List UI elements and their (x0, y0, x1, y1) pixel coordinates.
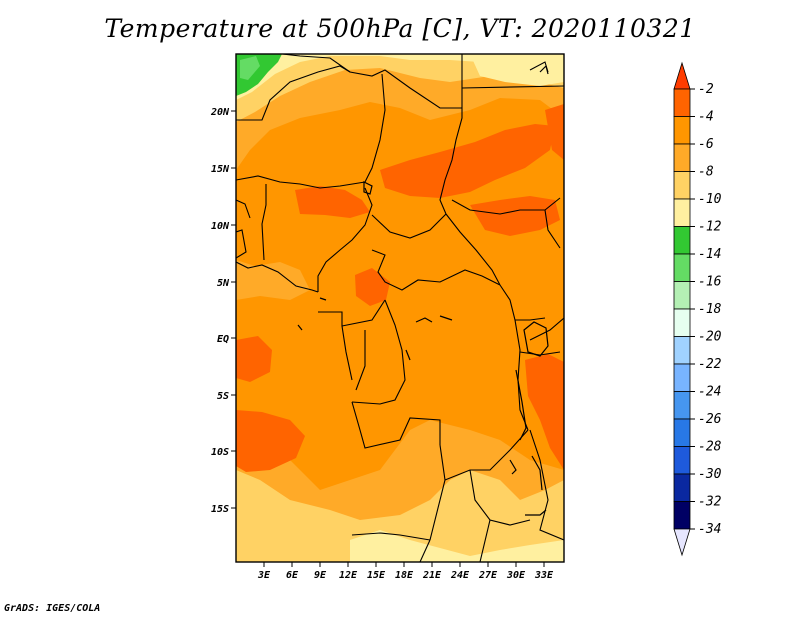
colorbar-under-triangle (673, 528, 691, 557)
lakes-and-islands (297, 64, 549, 516)
colorbar-label: -14 (698, 247, 721, 262)
colorbar-swatch (673, 336, 691, 365)
colorbar-swatch (673, 143, 691, 172)
colorbar-label: -26 (698, 412, 722, 427)
lon-label: 12E (339, 570, 358, 581)
colorbar-swatch (673, 473, 691, 502)
lat-label: EQ (217, 334, 229, 345)
lat-label: 10N (211, 221, 230, 232)
temperature-field (236, 54, 564, 562)
colorbar-swatch (673, 391, 691, 420)
colorbar: -2 -4 -6 -8 -10 -12 -14 -16 -18 -20 -22 -24 -26 -28 -3… (673, 61, 722, 557)
colorbar-label: -28 (698, 440, 722, 455)
colorbar-label: -10 (698, 192, 722, 207)
field-pale-yellow-northeast (470, 54, 564, 86)
field-pale-yellow-south (350, 530, 564, 562)
colorbar-label: -32 (698, 495, 722, 510)
lat-label: 15S (211, 504, 229, 515)
colorbar-swatch (673, 171, 691, 200)
lat-label: 15N (211, 164, 230, 175)
field-dark-orange-west-coast (236, 336, 272, 382)
field-dark-orange-east-band (470, 196, 560, 236)
field-dark-orange-southwest (236, 410, 305, 472)
colorbar-swatch (673, 501, 691, 530)
colorbar-swatch (673, 253, 691, 282)
lon-label: 15E (367, 570, 386, 581)
colorbar-label: -18 (698, 302, 722, 317)
lon-label: 18E (395, 570, 414, 581)
colorbar-label: -12 (698, 220, 722, 235)
colorbar-swatch (673, 281, 691, 310)
lon-label: 3E (257, 570, 271, 581)
field-dark-orange-sahel-west (295, 186, 370, 218)
colorbar-label: -24 (698, 385, 721, 400)
lon-label: 30E (506, 570, 526, 581)
lon-label: 24E (450, 570, 470, 581)
lon-label: 6E (286, 570, 299, 581)
colorbar-swatch (673, 418, 691, 447)
lon-label: 33E (534, 570, 554, 581)
colorbar-label: -34 (698, 522, 721, 537)
colorbar-label: -2 (698, 82, 714, 97)
colorbar-labels: -2 -4 -6 -8 -10 -12 -14 -16 -18 -20 -22 -24 -26 -28 -3… (690, 82, 722, 537)
colorbar-label: -8 (698, 165, 714, 180)
lat-label: 5N (217, 278, 230, 289)
field-dark-orange-east-coast (545, 104, 564, 160)
lat-label: 10S (211, 447, 229, 458)
colorbar-label: -22 (698, 357, 722, 372)
lon-label: 27E (478, 570, 498, 581)
colorbar-swatch (673, 446, 691, 475)
colorbar-swatch (673, 308, 691, 337)
field-dark-orange-lakes (525, 354, 564, 470)
colorbar-label: -6 (698, 137, 714, 152)
colorbar-swatches (673, 61, 691, 557)
country-borders (236, 54, 564, 562)
colorbar-label: -30 (698, 467, 722, 482)
colorbar-swatch (673, 88, 691, 117)
colorbar-label: -4 (698, 110, 714, 125)
colorbar-over-triangle (673, 61, 691, 90)
field-light-orange-north (236, 54, 564, 170)
colorbar-swatch (673, 198, 691, 227)
lon-label: 21E (422, 570, 442, 581)
map-frame (235, 53, 565, 563)
colorbar-label: -20 (698, 330, 722, 345)
colorbar-swatch (673, 363, 691, 392)
field-green-light-patch (240, 56, 260, 80)
colorbar-swatch (673, 116, 691, 145)
colorbar-swatch (673, 226, 691, 255)
grads-credit: GrADS: IGES/COLA (4, 603, 101, 614)
colorbar-label: -16 (698, 275, 722, 290)
lat-label: 5S (217, 391, 229, 402)
lat-label: 20N (210, 107, 230, 118)
field-dark-orange-sahel-east (380, 124, 555, 198)
lon-label: 9E (314, 570, 327, 581)
field-yellow-south (236, 470, 564, 562)
latitude-axis: 20N 15N 10N 5N EQ 5S 10S 15S (210, 107, 236, 515)
map-title: Temperature at 500hPa [C], VT: 202011032… (104, 14, 696, 43)
field-light-orange-west (236, 260, 310, 300)
longitude-axis: 3E 6E 9E 12E 15E 18E 21E 24E 27E 30E 33E (257, 562, 554, 581)
